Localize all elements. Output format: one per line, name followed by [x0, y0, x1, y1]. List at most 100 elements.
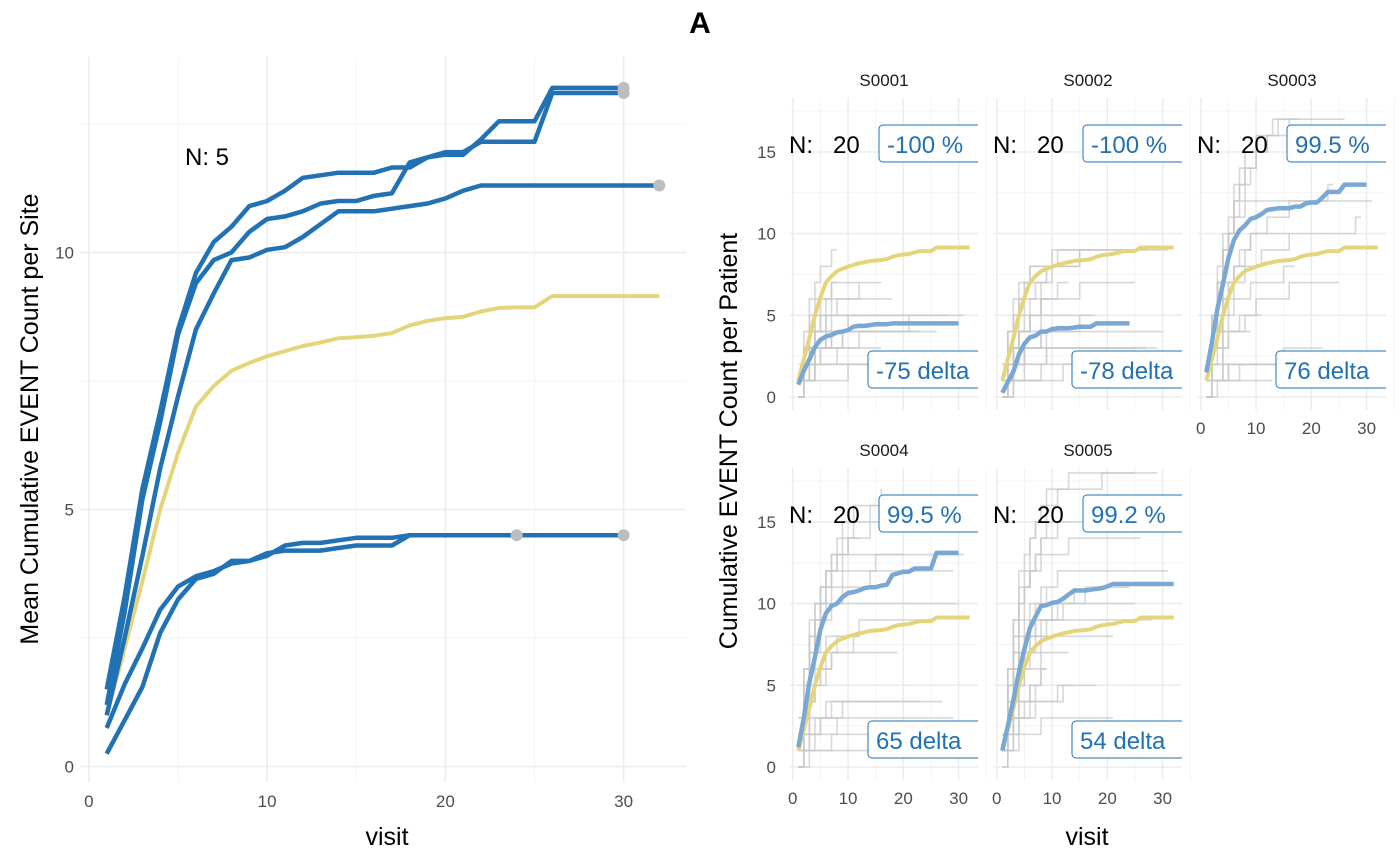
overall-mean-line [1000, 615, 1174, 752]
left-y-tick-label: 0 [65, 758, 74, 777]
left-panel: 0 10 20 30 0 5 10 N: 5 Mean Cumulative EVENT C… [16, 57, 686, 851]
left-endpoints [510, 81, 666, 542]
site-endpoint-1 [510, 529, 523, 542]
facet-s0005: S0005 N: 20 99.2 % 54 delta 0 10 20 30 [992, 441, 1191, 808]
patient-trace [1002, 347, 1147, 382]
patient-trace [1002, 521, 1053, 736]
site-line-s0001 [104, 532, 517, 729]
facet-n-value: 20 [1037, 132, 1064, 159]
patient-trace [1002, 570, 1169, 736]
pct-label: 99.5 % [1295, 132, 1370, 159]
left-site-lines [104, 85, 660, 755]
patient-trace [798, 521, 931, 736]
pct-label-box [1286, 124, 1386, 163]
pct-label: 99.5 % [887, 502, 962, 529]
facet-x-tick-label: 20 [1302, 419, 1321, 438]
delta-label-box [1275, 350, 1386, 389]
facet-s0003: S0003 N: 20 99.5 % 76 delta 0 10 20 30 [1196, 71, 1395, 438]
facet-s0002: S0002 N: 20 -100 % -78 delta [993, 71, 1191, 410]
pct-label: 99.2 % [1091, 502, 1166, 529]
facet-x-tick-label: 30 [1357, 419, 1376, 438]
patient-trace [798, 700, 943, 752]
facet-x-tick-label: 20 [894, 789, 913, 808]
figure-title: A [689, 7, 711, 40]
patient-trace [798, 717, 954, 768]
pct-label-box [878, 124, 978, 163]
facet-n-label: N: [993, 132, 1017, 159]
right-x-title: visit [1065, 823, 1108, 851]
facet-strip-label: S0005 [1063, 441, 1112, 460]
left-y-tick-label: 10 [55, 243, 74, 262]
site-line-s0002 [104, 532, 624, 755]
patient-trace [1002, 379, 1041, 398]
facet-n-value: 20 [1037, 502, 1064, 529]
patient-trace [798, 553, 965, 719]
patient-trace [1206, 118, 1345, 366]
facet-y-tick-label: 0 [767, 758, 776, 777]
facet-y-tick-label: 5 [767, 306, 776, 325]
left-x-tick-label: 20 [436, 792, 455, 811]
patient-trace [798, 635, 854, 736]
patient-trace [1206, 379, 1273, 398]
facet-plot-area [1204, 118, 1378, 398]
facet-strip-label: S0002 [1063, 71, 1112, 90]
site-mean-line [1204, 182, 1367, 373]
patient-trace [1206, 265, 1295, 382]
site-endpoint-4 [617, 86, 630, 99]
facet-y-tick-label: 10 [757, 595, 776, 614]
facet-n-value: 20 [833, 502, 860, 529]
patient-trace [1002, 537, 1141, 736]
facet-y-tick-label: 10 [757, 225, 776, 244]
facet-s0001: S0001 N: 20 -100 % -75 delta 0 5 10 15 [757, 71, 987, 410]
pct-label-box [1082, 124, 1182, 163]
facet-labels: 99.5 % 65 delta [867, 494, 978, 759]
facet-x-tick-label: 30 [949, 789, 968, 808]
facet-y-tick-label: 15 [757, 143, 776, 162]
left-x-title: visit [365, 823, 408, 851]
facet-n-value: 20 [1241, 132, 1268, 159]
facet-labels: -100 % -75 delta [867, 124, 978, 389]
site-line-s0003 [104, 85, 624, 690]
facet-x-tick-label: 0 [992, 789, 1001, 808]
facet-plot-area [796, 245, 970, 398]
facet-plot-area [1000, 245, 1174, 398]
left-n-label: N: 5 [185, 144, 229, 171]
patient-trace [1002, 472, 1135, 736]
left-x-tick-label: 10 [258, 792, 277, 811]
facet-x-tick-label: 10 [1247, 419, 1266, 438]
left-x-tick-label: 0 [84, 792, 93, 811]
facet-x-tick-label: 0 [788, 789, 797, 808]
facet-n-label: N: [993, 502, 1017, 529]
delta-label-box [867, 720, 978, 759]
facet-labels: -100 % -78 delta [1071, 124, 1182, 389]
pct-label-box [1082, 494, 1182, 533]
patient-trace [1206, 118, 1301, 366]
overall-mean-line [796, 245, 970, 382]
patient-trace [1206, 363, 1245, 398]
facet-n-label: N: [1197, 132, 1221, 159]
left-y-title: Mean Cumulative EVENT Count per Site [16, 193, 44, 644]
delta-label: -75 delta [876, 358, 970, 385]
facet-n-label: N: [789, 132, 813, 159]
facet-y-tick-label: 5 [767, 676, 776, 695]
left-y-tick-label: 5 [65, 500, 74, 519]
overall-mean-line [1204, 245, 1378, 382]
facet-labels: 99.5 % 76 delta [1275, 124, 1386, 389]
patient-trace [1002, 298, 1053, 382]
site-endpoint-2 [617, 529, 630, 542]
facet-strip-label: S0004 [859, 441, 908, 460]
patient-trace [1002, 521, 1163, 736]
facet-n-label: N: [789, 502, 813, 529]
site-mean-line [1000, 581, 1174, 752]
site-endpoint-5 [653, 179, 666, 192]
left-grid [80, 57, 686, 782]
left-overall-line [104, 294, 660, 716]
delta-label-box [1071, 720, 1182, 759]
delta-label: -78 delta [1080, 358, 1174, 385]
facet-x-tick-label: 30 [1153, 789, 1172, 808]
pct-label: -100 % [887, 132, 963, 159]
patient-trace [1002, 668, 1047, 752]
site-line-s0005 [104, 183, 660, 716]
